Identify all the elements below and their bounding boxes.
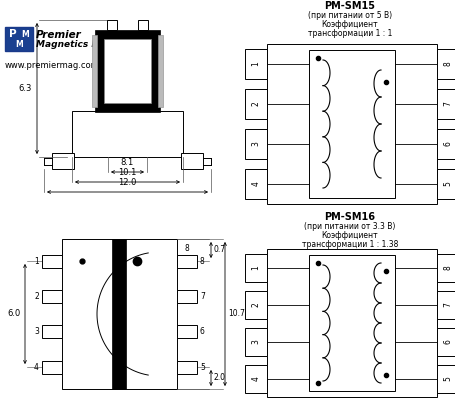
Bar [244, 169, 267, 199]
Bar [42, 290, 62, 303]
Bar [244, 129, 267, 159]
Bar [436, 89, 455, 119]
Bar [436, 364, 455, 392]
Bar [52, 153, 74, 169]
Text: 1: 1 [34, 256, 39, 266]
Text: PM-SM16: PM-SM16 [324, 212, 374, 222]
Text: 10.7: 10.7 [228, 309, 244, 319]
Bar [42, 325, 62, 338]
Bar [42, 361, 62, 374]
Bar [138, 20, 148, 30]
Text: M: M [15, 40, 23, 49]
Text: M: M [21, 30, 29, 39]
Text: 2: 2 [34, 292, 39, 301]
Bar [181, 153, 202, 169]
Text: Коэффициент: Коэффициент [321, 20, 378, 29]
Text: 1: 1 [251, 62, 260, 66]
Bar [436, 254, 455, 281]
Text: 6: 6 [200, 327, 204, 336]
Bar [112, 239, 126, 389]
Text: (при питании от 5 В): (при питании от 5 В) [307, 11, 391, 20]
Text: 2: 2 [251, 102, 260, 106]
Text: трансформации 1 : 1: трансформации 1 : 1 [307, 29, 391, 38]
Text: 6: 6 [443, 141, 451, 146]
Text: 6: 6 [443, 339, 451, 344]
Text: 6.3: 6.3 [19, 84, 32, 93]
Text: Premier: Premier [36, 30, 81, 40]
Text: 7: 7 [443, 302, 451, 307]
Text: 8: 8 [200, 256, 204, 266]
Text: 8: 8 [443, 62, 451, 66]
Bar [5, 27, 33, 51]
Bar [267, 249, 436, 397]
Bar [244, 49, 267, 79]
Bar [157, 35, 162, 107]
Bar [436, 291, 455, 319]
Text: P: P [9, 29, 17, 39]
Bar [244, 364, 267, 392]
Text: трансформации 1 : 1.38: трансформации 1 : 1.38 [301, 240, 397, 249]
Text: 3: 3 [251, 339, 260, 344]
Bar [177, 290, 197, 303]
Bar [104, 39, 151, 103]
Bar [436, 327, 455, 356]
Text: 3: 3 [251, 141, 260, 146]
Text: (при питании от 3.3 В): (при питании от 3.3 В) [303, 222, 395, 231]
Bar [436, 169, 455, 199]
Text: www.premiermag.com: www.premiermag.com [5, 61, 100, 70]
Bar [436, 49, 455, 79]
Text: 2: 2 [251, 302, 260, 307]
Text: 5: 5 [200, 362, 204, 372]
Text: 0.7: 0.7 [213, 246, 226, 254]
Bar [308, 50, 394, 198]
Bar [92, 35, 97, 107]
Bar [177, 325, 197, 338]
Text: 12.0: 12.0 [118, 178, 136, 187]
Bar [436, 129, 455, 159]
Bar [107, 20, 117, 30]
Bar [42, 254, 62, 267]
Text: 10.1: 10.1 [118, 168, 136, 177]
Bar [244, 291, 267, 319]
Bar [244, 254, 267, 281]
Text: 8: 8 [443, 265, 451, 270]
Text: Коэффициент: Коэффициент [321, 231, 378, 240]
Text: 4: 4 [251, 181, 260, 186]
Bar [267, 44, 436, 204]
Bar [244, 89, 267, 119]
Bar [72, 111, 182, 157]
Text: 7: 7 [443, 102, 451, 106]
Text: 8.1: 8.1 [121, 158, 134, 167]
Text: 2.0: 2.0 [213, 374, 226, 382]
Text: 4: 4 [251, 376, 260, 381]
Text: PM-SM15: PM-SM15 [324, 1, 374, 11]
Bar [95, 30, 160, 112]
Bar [244, 327, 267, 356]
Text: 4: 4 [34, 362, 39, 372]
Bar [177, 254, 197, 267]
Text: 8: 8 [184, 244, 189, 253]
Bar [62, 239, 177, 389]
Bar [308, 255, 394, 391]
Text: 7: 7 [200, 292, 204, 301]
Text: 5: 5 [443, 181, 451, 186]
Bar [177, 361, 197, 374]
Text: 6.0: 6.0 [8, 309, 21, 319]
Text: 5: 5 [443, 376, 451, 381]
Text: 3: 3 [34, 327, 39, 336]
Text: Magnetics Inc.: Magnetics Inc. [36, 40, 110, 49]
Text: 1: 1 [251, 265, 260, 270]
